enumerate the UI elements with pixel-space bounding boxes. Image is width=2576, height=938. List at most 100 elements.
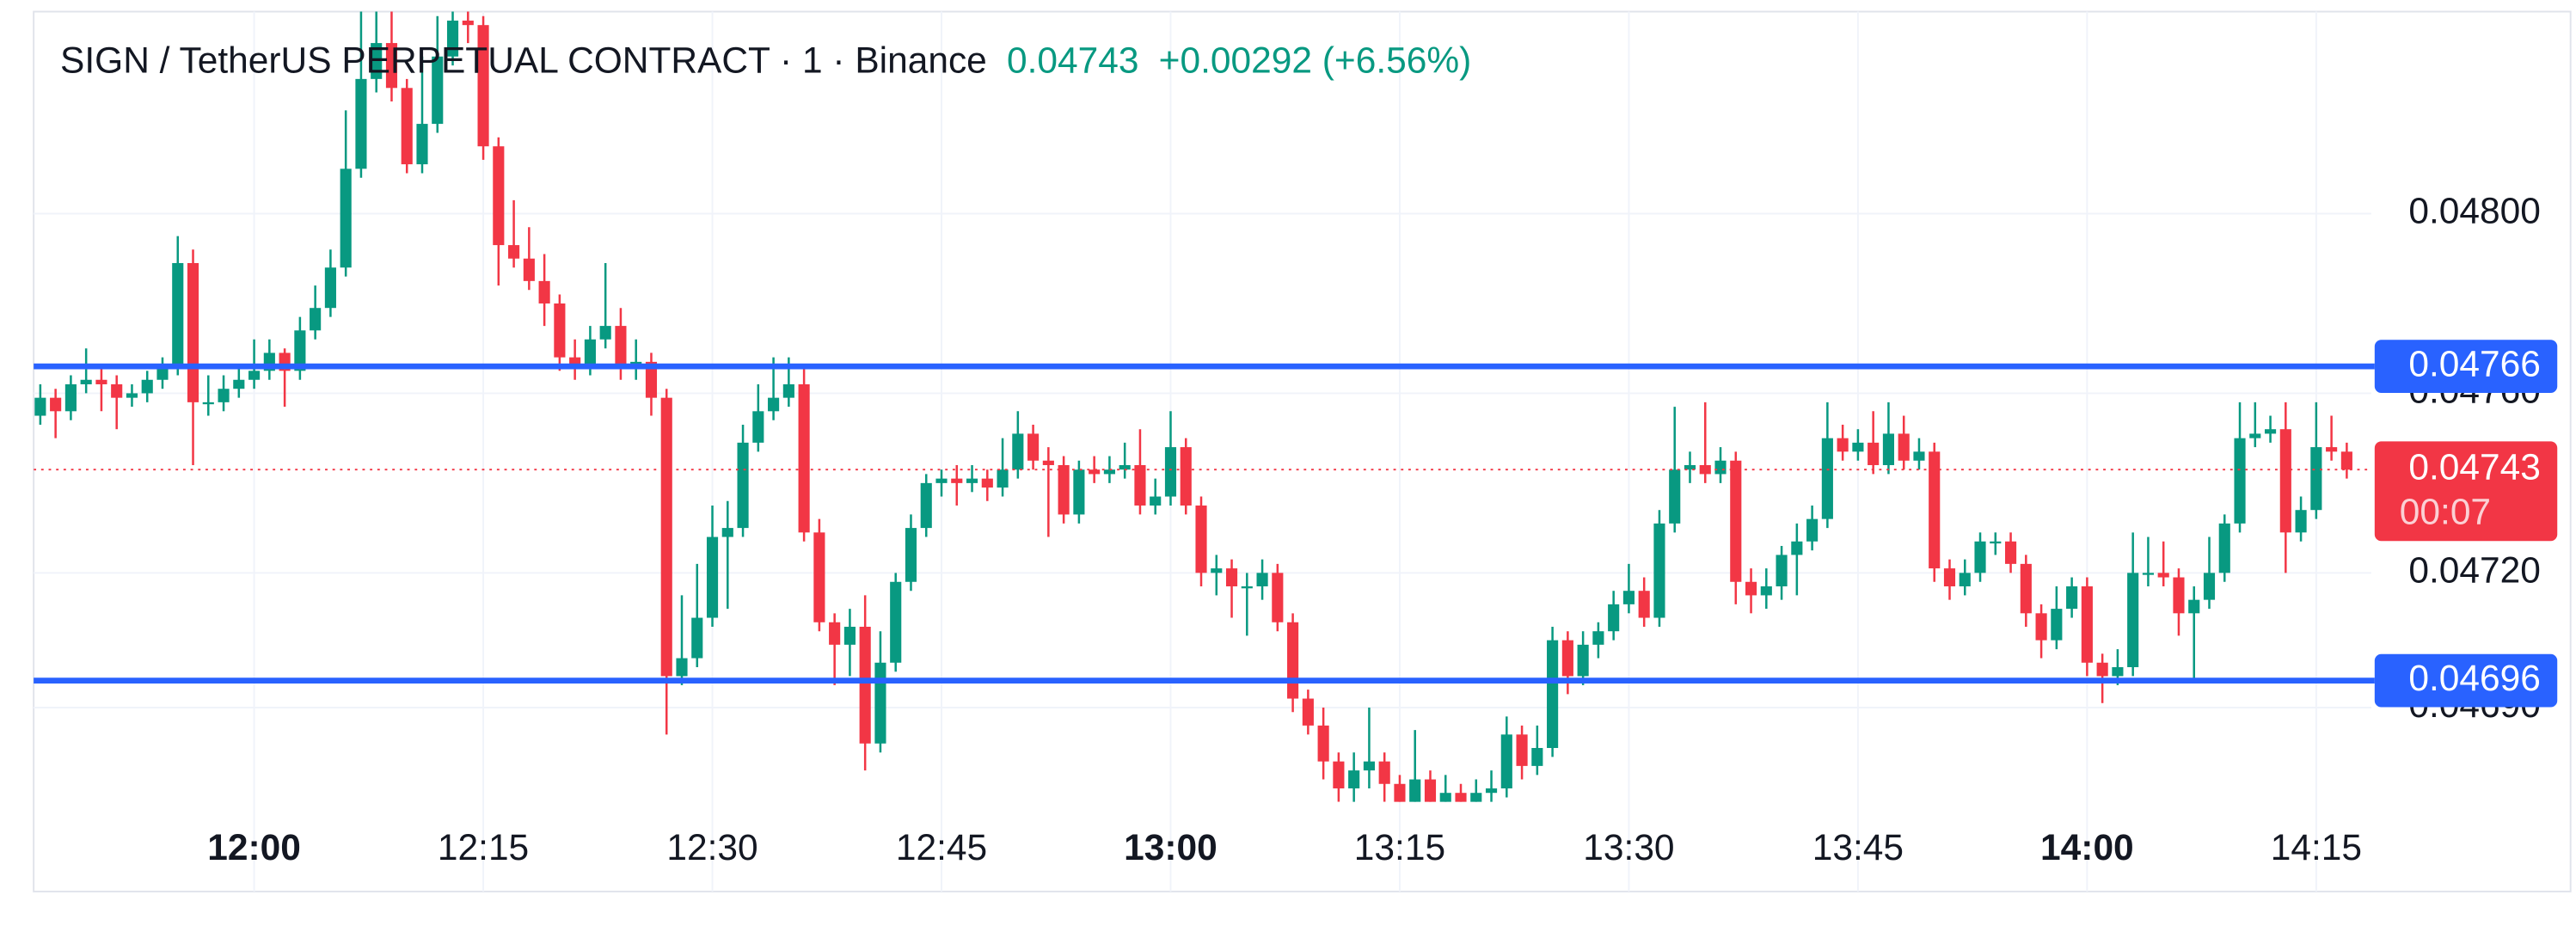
candle-body <box>599 326 611 340</box>
candle-body <box>50 397 62 412</box>
candle-body <box>477 25 489 147</box>
candle-body <box>111 383 123 398</box>
candle-body <box>2310 447 2322 511</box>
candle-body <box>126 393 138 398</box>
candle-body <box>2142 573 2155 575</box>
candle-body <box>1485 788 1498 794</box>
candle-body <box>34 397 46 416</box>
candle-body <box>1898 433 1910 461</box>
candle-body <box>1225 568 1238 586</box>
candle-body <box>1913 451 1925 461</box>
candle-body <box>660 397 672 677</box>
candle-body <box>829 622 841 645</box>
candle-body <box>310 308 322 331</box>
candle-body <box>1959 573 1971 586</box>
candle-body <box>1776 555 1788 586</box>
candle-body <box>1791 541 1803 555</box>
candle-body <box>1409 779 1421 802</box>
candle-body <box>615 326 627 367</box>
candle-body <box>1577 644 1589 677</box>
candle-body <box>95 379 107 384</box>
candle-body <box>584 339 596 367</box>
candle-body <box>1211 568 1223 573</box>
candle-body <box>1622 591 1635 604</box>
candle-body <box>1638 591 1650 618</box>
candle-body <box>1821 438 1833 519</box>
candle-body <box>2234 438 2246 524</box>
candle-body <box>1439 793 1451 802</box>
candle-body <box>202 402 214 405</box>
candle-body <box>493 146 505 246</box>
candle-body <box>1394 783 1406 802</box>
candle-body <box>706 536 719 618</box>
candle-body <box>1745 581 1757 596</box>
candle-body <box>294 330 306 371</box>
candle-body <box>1150 496 1162 506</box>
candle-body <box>2127 573 2139 667</box>
candle-body <box>1164 447 1177 497</box>
candle-body <box>538 280 550 303</box>
candle-body <box>2188 599 2200 614</box>
candle-body <box>2173 577 2185 614</box>
x-tick-label: 12:00 <box>207 828 301 868</box>
candle-body <box>1470 793 1482 802</box>
candle-body <box>737 442 749 529</box>
candle-body <box>1516 734 1528 766</box>
candle-body <box>1806 518 1819 542</box>
candle-body <box>1012 433 1024 470</box>
candle-body <box>248 371 261 380</box>
candle-body <box>782 383 794 398</box>
candle-body <box>1073 469 1085 515</box>
candle-body <box>2295 510 2307 533</box>
candle-body <box>1027 433 1040 461</box>
candle-body <box>569 357 581 367</box>
candle-body <box>1333 761 1345 788</box>
candle-body <box>508 245 520 259</box>
candle-body <box>385 43 398 89</box>
candle-body <box>1195 505 1207 573</box>
candle-body <box>401 88 413 165</box>
chart-frame <box>33 10 2572 892</box>
x-tick-label: 13:30 <box>1583 828 1674 868</box>
candle-body <box>2004 541 2017 564</box>
candle-body <box>905 528 917 582</box>
candle-body <box>2340 451 2352 470</box>
candle-body <box>432 56 444 125</box>
candle-body <box>1302 698 1314 726</box>
candle-body <box>172 262 184 367</box>
y-tick-label: 0.04800 <box>2408 192 2541 232</box>
last-price-label: 0.04743 <box>2408 447 2541 487</box>
candle-body <box>859 626 871 744</box>
candle-body <box>1837 438 1849 452</box>
candle-body <box>554 303 566 358</box>
candle-body <box>874 662 886 744</box>
candle-body <box>966 478 978 483</box>
price-label-box <box>2374 340 2558 393</box>
candle-body <box>324 267 336 309</box>
candle-body <box>1974 541 1986 573</box>
last-price-box <box>2374 441 2558 542</box>
x-tick-label: 13:15 <box>1354 828 1445 868</box>
candle-body <box>1058 464 1070 515</box>
candle-body <box>340 169 352 268</box>
price-change: +0.00292 (+6.56%) <box>1159 41 1472 82</box>
candle-body <box>1760 585 1772 596</box>
candle-body <box>1272 573 1284 622</box>
axes: 0.048000.047600.047200.0469012:0012:1512… <box>34 192 2558 868</box>
x-tick-label: 13:00 <box>1124 828 1217 868</box>
last-price: 0.04743 <box>1007 41 1139 82</box>
candle-body <box>2051 609 2063 641</box>
candle-body <box>1990 541 2002 544</box>
candle-body <box>1699 464 1711 475</box>
candle-body <box>1042 460 1054 465</box>
candle-body <box>1608 604 1620 632</box>
candle-body <box>2157 573 2169 578</box>
candle-body <box>997 469 1009 488</box>
candle-body <box>2249 433 2261 438</box>
candle-body <box>80 379 92 384</box>
candle-body <box>156 366 169 380</box>
candle-body <box>2066 585 2078 610</box>
candle-body <box>1730 460 1742 582</box>
candle-body <box>462 20 474 26</box>
candle-body <box>1653 523 1665 618</box>
